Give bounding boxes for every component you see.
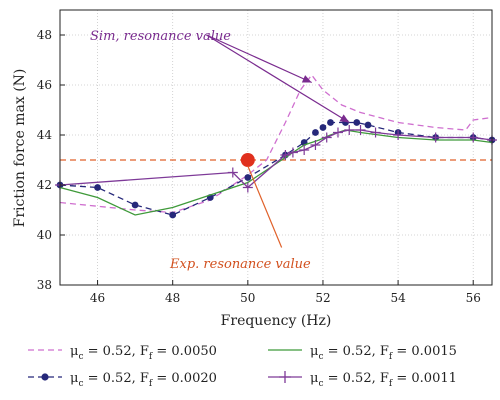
legend-sub-c: c: [318, 379, 323, 389]
legend-mid: = 0.52, F: [324, 371, 389, 386]
legend-value: = 0.0050: [152, 344, 217, 359]
series-point: [169, 211, 177, 219]
y-tick-label: 46: [37, 78, 52, 92]
series-point: [312, 129, 319, 136]
legend-item-0050: μc = 0.52, Ff = 0.0050: [28, 344, 217, 362]
series-point: [310, 140, 321, 150]
legend-mu: μ: [70, 344, 78, 359]
y-tick-label: 40: [37, 228, 52, 242]
sim-annotation-arrow: [206, 34, 350, 124]
x-axis-label: Frequency (Hz): [221, 313, 332, 329]
series-point: [227, 167, 238, 178]
series-point: [468, 132, 479, 143]
legend-label-0050: μc = 0.52, Ff = 0.0050: [70, 344, 217, 362]
exp-annotation-connector: [247, 165, 283, 248]
legend-marker-0020: [41, 373, 49, 381]
series-point: [321, 132, 332, 143]
plot-frame: [59, 9, 493, 286]
legend-sub-c: c: [78, 352, 83, 362]
legend-value: = 0.0020: [152, 371, 217, 386]
x-tick-label: 54: [390, 291, 406, 305]
x-tick-label: 50: [240, 291, 255, 305]
series-point: [242, 182, 253, 193]
x-tick-label: 46: [90, 291, 105, 305]
series-layer: [55, 73, 497, 219]
x-tick-label: 56: [466, 291, 481, 305]
legend-label-0011: μc = 0.52, Ff = 0.0011: [310, 371, 457, 389]
legend-sub-f: f: [389, 379, 393, 389]
series-point: [332, 127, 343, 138]
legend-item-0020: μc = 0.52, Ff = 0.0020: [28, 371, 217, 389]
series-line-00015: [59, 129, 493, 216]
series-point: [364, 121, 372, 129]
legend-label-0020: μc = 0.52, Ff = 0.0020: [70, 371, 217, 389]
exp-resonance-annotation: Exp. resonance value: [169, 257, 311, 272]
sim-annotation-arrowhead: [339, 114, 350, 123]
series-line-00050: [59, 73, 493, 214]
sim-annotation-arrow: [206, 34, 312, 84]
series-line-00011: [59, 129, 493, 189]
legend-mu: μ: [70, 371, 78, 386]
legend-sub-f: f: [149, 379, 153, 389]
ticks: 46 48 50 52 54 56 38 40 42 44 46 48: [37, 28, 481, 305]
sim-resonance-annotation: Sim, resonance value: [90, 29, 231, 44]
legend-sub-c: c: [318, 352, 323, 362]
series-point: [319, 124, 327, 131]
legend-item-0015: μc = 0.52, Ff = 0.0015: [268, 344, 457, 362]
series-point: [299, 145, 310, 155]
series-point: [131, 201, 139, 209]
y-tick-label: 48: [37, 28, 52, 42]
series-point: [344, 125, 355, 135]
legend-marker-0011: [279, 371, 291, 383]
y-axis-label: Friction force max (N): [12, 69, 28, 228]
legend-label-0015: μc = 0.52, Ff = 0.0015: [310, 344, 457, 362]
y-tick-label: 44: [37, 128, 53, 142]
legend-value: = 0.0011: [392, 371, 457, 386]
series-point: [287, 147, 298, 158]
series-point: [244, 174, 252, 181]
legend-sub-f: f: [389, 352, 393, 362]
x-tick-label: 52: [315, 291, 330, 305]
legend-sub-c: c: [78, 379, 83, 389]
series-point: [327, 119, 334, 126]
x-tick-label: 48: [165, 291, 180, 305]
series-point: [370, 127, 381, 138]
annotation-layer: [206, 34, 350, 248]
y-tick-label: 38: [37, 278, 52, 292]
legend-mid: = 0.52, F: [324, 344, 389, 359]
series-point: [430, 132, 441, 143]
legend-value: = 0.0015: [392, 344, 457, 359]
sim-annotation-arrowhead: [301, 75, 312, 83]
exp-resonance-point: [240, 153, 255, 167]
series-point: [393, 130, 404, 140]
series-point: [355, 125, 366, 135]
series-point: [353, 119, 361, 126]
grid: [60, 10, 492, 286]
y-tick-label: 42: [37, 178, 52, 192]
series-point: [94, 184, 101, 191]
legend: μc = 0.52, Ff = 0.0050 μc = 0.52, Ff = 0…: [28, 344, 457, 389]
legend-sub-f: f: [149, 352, 153, 362]
legend-mu: μ: [310, 344, 318, 359]
series-line-00020: [59, 121, 493, 216]
legend-mu: μ: [310, 371, 318, 386]
legend-mid: = 0.52, F: [84, 371, 149, 386]
series-point: [280, 150, 291, 160]
legend-mid: = 0.52, F: [84, 344, 149, 359]
legend-item-0011: μc = 0.52, Ff = 0.0011: [268, 371, 457, 389]
